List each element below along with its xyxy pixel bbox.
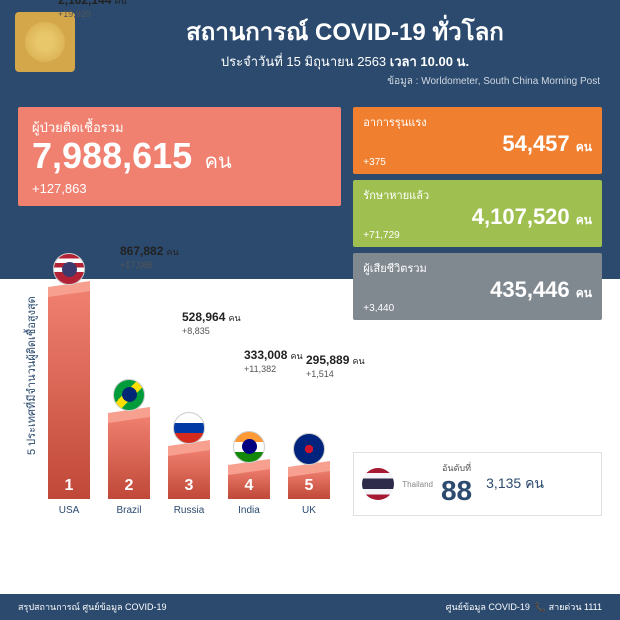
garuda-emblem-icon: [25, 22, 65, 62]
right-column: อาการรุนแรง 54,457 คน +375รักษาหายแล้ว 4…: [353, 107, 602, 516]
flag-icon: [113, 379, 145, 411]
infographic-container: สถานการณ์ COVID-19 ทั่วโลก ประจำวันที่ 1…: [0, 0, 620, 620]
flag-icon: [293, 433, 325, 465]
bar-name: UK: [302, 505, 316, 516]
bar-name: Brazil: [116, 505, 141, 516]
total-unit: คน: [205, 145, 232, 177]
stats-container: อาการรุนแรง 54,457 คน +375รักษาหายแล้ว 4…: [353, 107, 602, 320]
total-cases-box: ผู้ป่วยติดเชื้อรวม 7,988,615 คน +127,863: [18, 107, 341, 206]
thailand-rank-label: อันดับที่: [441, 461, 472, 475]
total-value: 7,988,615: [32, 135, 192, 176]
flag-icon: [173, 412, 205, 444]
footer-left: สรุปสถานการณ์ ศูนย์ข้อมูล COVID-19: [18, 600, 167, 614]
bar-wrap: 333,008 คน+11,382 4 India: [228, 431, 270, 516]
thailand-rank: 88: [441, 475, 472, 506]
bar: 4: [228, 467, 270, 499]
bar-wrap: 867,882 คน+17,086 2 Brazil: [108, 379, 150, 516]
thailand-box: Thailand อันดับที่ 88 3,135 คน: [353, 452, 602, 516]
footer: สรุปสถานการณ์ ศูนย์ข้อมูล COVID-19 ศูนย์…: [0, 594, 620, 620]
bar-wrap: 295,889 คน+1,514 5 UK: [288, 433, 330, 516]
bar: 5: [288, 469, 330, 499]
footer-right: ศูนย์ข้อมูล COVID-19 📞 สายด่วน 1111: [446, 600, 602, 614]
sub-title: ประจำวันที่ 15 มิถุนายน 2563 เวลา 10.00 …: [90, 51, 600, 72]
bars-container: 2,162,144 คน+19,920 1 USA 867,882 คน+17,…: [48, 226, 341, 516]
bar: 1: [48, 289, 90, 499]
main-title: สถานการณ์ COVID-19 ทั่วโลก: [90, 12, 600, 51]
content: ผู้ป่วยติดเชื้อรวม 7,988,615 คน +127,863…: [0, 97, 620, 526]
bar-wrap: 528,964 คน+8,835 3 Russia: [168, 412, 210, 516]
bar-name: India: [238, 505, 260, 516]
bar-name: Russia: [174, 505, 205, 516]
left-column: ผู้ป่วยติดเชื้อรวม 7,988,615 คน +127,863…: [18, 107, 341, 516]
thailand-name: Thailand: [402, 480, 433, 489]
stat-box: รักษาหายแล้ว 4,107,520 คน +71,729: [353, 180, 602, 247]
bar-chart: 5 ประเทศที่มีจำนวนผู้ติดเชื้อสูงสุด 2,16…: [18, 226, 341, 516]
bar: 3: [168, 448, 210, 499]
thailand-cases: 3,135 คน: [486, 473, 544, 495]
thailand-flag-icon: [362, 468, 394, 500]
flag-icon: [53, 253, 85, 285]
chart-ylabel: 5 ประเทศที่มีจำนวนผู้ติดเชื้อสูงสุด: [22, 305, 40, 455]
bar: 2: [108, 415, 150, 499]
stat-box: อาการรุนแรง 54,457 คน +375: [353, 107, 602, 174]
gov-logo: [15, 12, 75, 72]
bar-wrap: 2,162,144 คน+19,920 1 USA: [48, 253, 90, 516]
source-text: ข้อมูล : Worldometer, South China Mornin…: [90, 74, 600, 89]
total-delta: +127,863: [32, 181, 327, 196]
flag-icon: [233, 431, 265, 463]
title-block: สถานการณ์ COVID-19 ทั่วโลก ประจำวันที่ 1…: [90, 12, 600, 89]
stat-box: ผู้เสียชีวิตรวม 435,446 คน +3,440: [353, 253, 602, 320]
bar-name: USA: [59, 505, 80, 516]
